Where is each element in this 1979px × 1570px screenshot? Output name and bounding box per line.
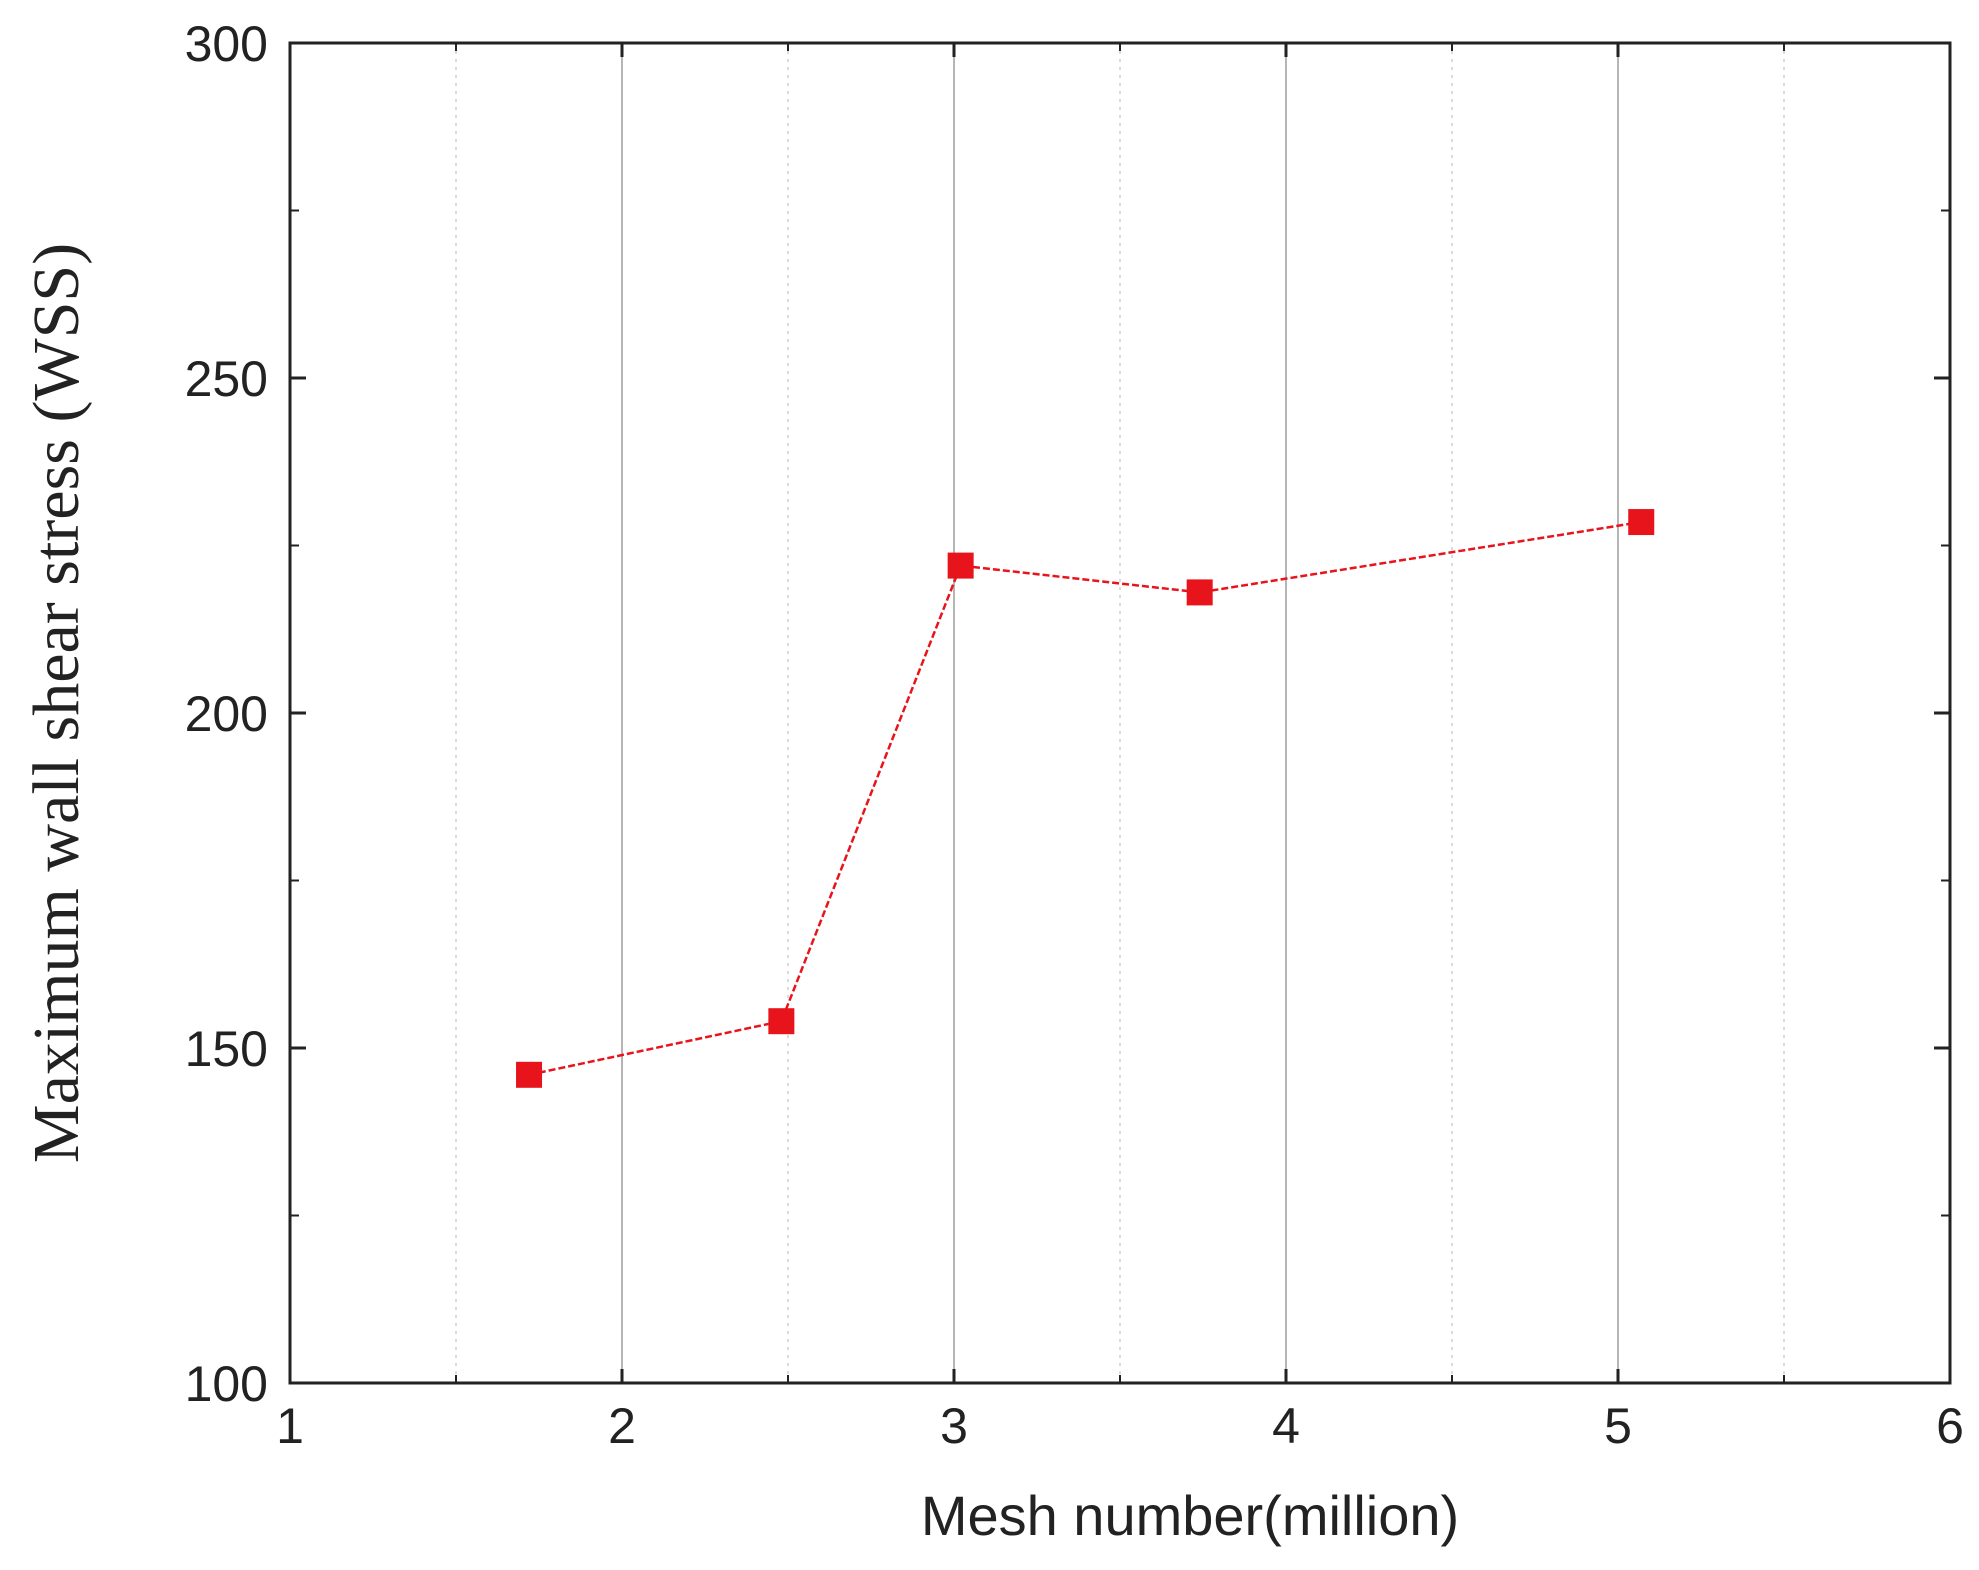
y-tick-label: 200 — [185, 686, 268, 742]
y-tick-label: 150 — [185, 1021, 268, 1077]
tick-labels: 1 2 3 4 5 6 100 150 200 250 300 — [185, 16, 1964, 1454]
axis-ticks — [288, 41, 1952, 1385]
data-point-marker — [768, 1008, 795, 1035]
data-point-marker — [1628, 509, 1655, 536]
x-tick-label: 3 — [940, 1398, 968, 1454]
y-tick-label: 250 — [185, 351, 268, 407]
x-axis-label: Mesh number(million) — [921, 1484, 1459, 1547]
y-tick-label: 300 — [185, 16, 268, 72]
data-point-marker — [516, 1061, 543, 1088]
grid-lines — [455, 43, 1785, 1383]
x-tick-label: 1 — [276, 1398, 304, 1454]
y-axis-label: Maximum wall shear stress (WSS) — [20, 243, 93, 1163]
x-tick-label: 2 — [608, 1398, 636, 1454]
x-tick-label: 4 — [1272, 1398, 1300, 1454]
x-tick-label: 6 — [1936, 1398, 1964, 1454]
y-tick-label: 100 — [185, 1356, 268, 1412]
series-line — [528, 520, 1642, 1077]
data-point-marker — [947, 552, 974, 579]
series-layer — [516, 509, 1655, 1088]
x-tick-label: 5 — [1604, 1398, 1632, 1454]
data-point-marker — [1186, 579, 1213, 606]
